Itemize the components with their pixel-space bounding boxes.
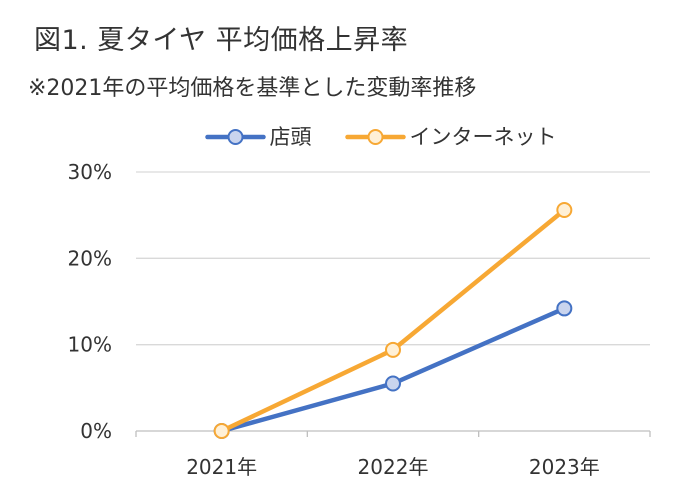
y-tick-label: 0% bbox=[80, 419, 112, 443]
data-point bbox=[213, 423, 230, 439]
chart-title: 図1. 夏タイヤ 平均価格上昇率 bbox=[34, 25, 409, 56]
legend: 店頭 インターネット bbox=[205, 125, 557, 149]
legend-item: インターネット bbox=[345, 125, 557, 149]
x-axis bbox=[135, 430, 651, 437]
legend-marker bbox=[227, 129, 244, 145]
x-tick-label: 2022年 bbox=[358, 455, 429, 479]
series-2 bbox=[213, 201, 573, 439]
gridlines bbox=[136, 171, 650, 346]
y-tick-label: 10% bbox=[68, 333, 112, 357]
y-tick-label: 20% bbox=[68, 246, 112, 270]
series-line bbox=[219, 306, 567, 434]
series-line bbox=[219, 207, 567, 434]
x-tick-label: 2023年 bbox=[529, 455, 600, 479]
x-axis-labels: 2021年 2022年 2023年 bbox=[186, 455, 600, 479]
data-point bbox=[385, 341, 401, 358]
x-tick-label: 2021年 bbox=[186, 455, 257, 479]
legend-marker bbox=[367, 129, 384, 145]
data-point bbox=[556, 201, 573, 218]
legend-label: インターネット bbox=[410, 125, 557, 149]
chart-subtitle: ※2021年の平均価格を基準とした変動率推移 bbox=[28, 76, 477, 101]
series-layer bbox=[213, 201, 573, 439]
series-1 bbox=[213, 300, 573, 439]
legend-item: 店頭 bbox=[205, 125, 312, 149]
data-point bbox=[385, 375, 401, 392]
legend-label: 店頭 bbox=[270, 125, 312, 149]
y-axis-labels: 0% 10% 20% 30% bbox=[68, 160, 112, 443]
y-tick-label: 30% bbox=[68, 160, 112, 184]
data-point bbox=[556, 300, 573, 317]
